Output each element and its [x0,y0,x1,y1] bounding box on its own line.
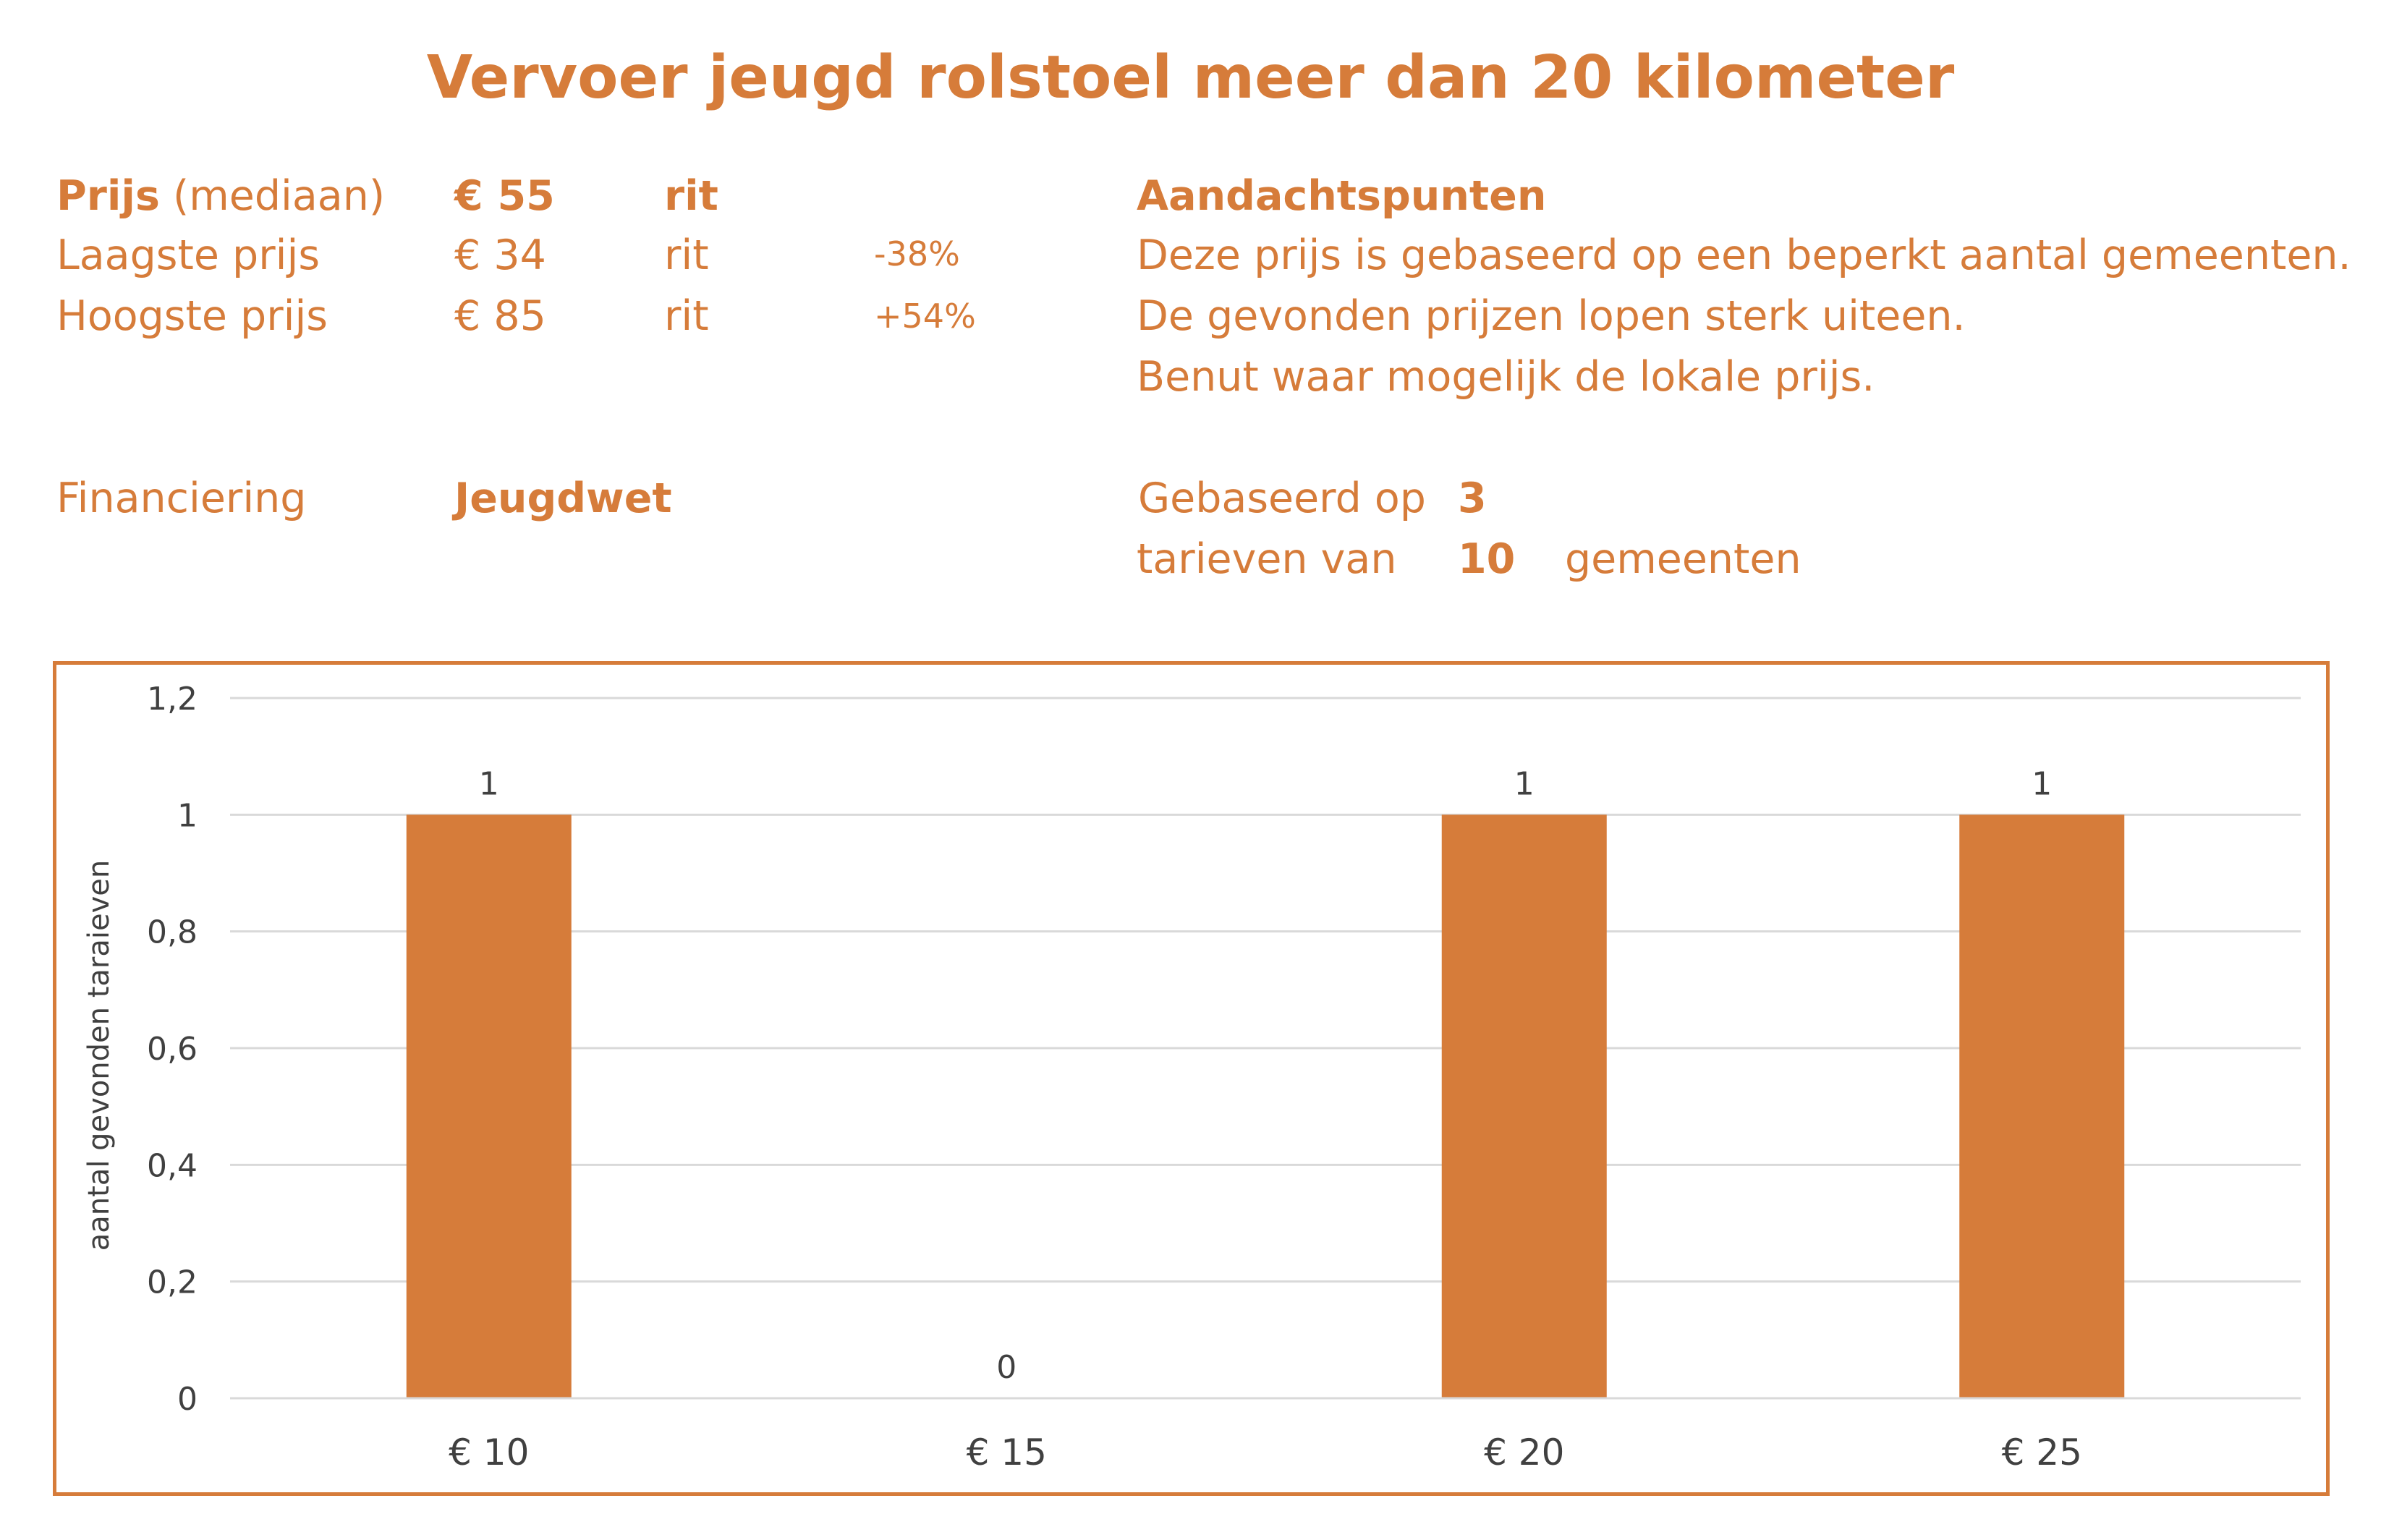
bar [1959,814,2125,1398]
median-price-unit: rit [664,172,718,220]
financiering-label: Financiering [56,475,307,522]
y-tick-label: 1 [177,797,198,834]
basis-label-2: tarieven van [1137,535,1397,583]
y-tick-label: 0 [177,1381,198,1418]
data-label: 0 [996,1349,1017,1386]
financiering-value: Jeugdwet [454,475,672,522]
lowest-price-label: Laagste prijs [56,231,321,279]
x-tick-label: € 15 [967,1431,1047,1473]
lowest-price-value: € 34 [454,231,546,279]
y-tick-label: 0,8 [147,914,198,951]
basis-gemeenten-count: 10 [1458,535,1516,583]
basis-gemeenten-label: gemeenten [1565,535,1801,583]
aandachtspunt-1: Deze prijs is gebaseerd op een beperkt a… [1137,231,2351,279]
data-label: 1 [1514,765,1535,802]
lowest-price-unit: rit [664,231,709,279]
y-tick-label: 0,2 [147,1264,198,1301]
lowest-price-pct: -38% [874,234,960,273]
bar [1441,814,1607,1398]
x-tick-label: € 10 [449,1431,529,1473]
basis-tariff-count: 3 [1458,475,1487,522]
y-tick-label: 0,6 [147,1031,198,1068]
bar [406,814,572,1398]
median-price-label-bold: Prijs [56,172,160,220]
aandachtspunten-heading: Aandachtspunten [1137,172,1547,220]
highest-price-pct: +54% [874,297,976,336]
page-title: Vervoer jeugd rolstoel meer dan 20 kilom… [426,43,1955,112]
y-tick-label: 0,4 [147,1147,198,1184]
data-label: 1 [2032,765,2052,802]
highest-price-unit: rit [664,292,709,340]
highest-price-value: € 85 [454,292,546,340]
data-label: 1 [479,765,499,802]
highest-price-label: Hoogste prijs [56,292,328,340]
x-tick-label: € 25 [2002,1431,2082,1473]
aandachtspunt-3: Benut waar mogelijk de lokale prijs. [1137,353,1875,401]
y-axis-title: aantal gevonden taraieven [82,860,116,1251]
bar-chart: 0 0,2 0,4 0,6 0,8 1 1,2 aantal gevonden taraiev… [82,681,2301,1473]
median-price-value: € 55 [454,172,555,220]
basis-label-1: Gebaseerd op [1138,475,1426,522]
y-tick-label: 1,2 [147,681,198,718]
median-price-label: Prijs (mediaan) [56,171,385,221]
x-tick-label: € 20 [1484,1431,1564,1473]
aandachtspunt-2: De gevonden prijzen lopen sterk uiteen. [1137,292,1966,340]
chart-frame: 0 0,2 0,4 0,6 0,8 1 1,2 aantal gevonden taraiev… [53,661,2330,1496]
median-price-label-rest: (mediaan) [159,172,386,220]
